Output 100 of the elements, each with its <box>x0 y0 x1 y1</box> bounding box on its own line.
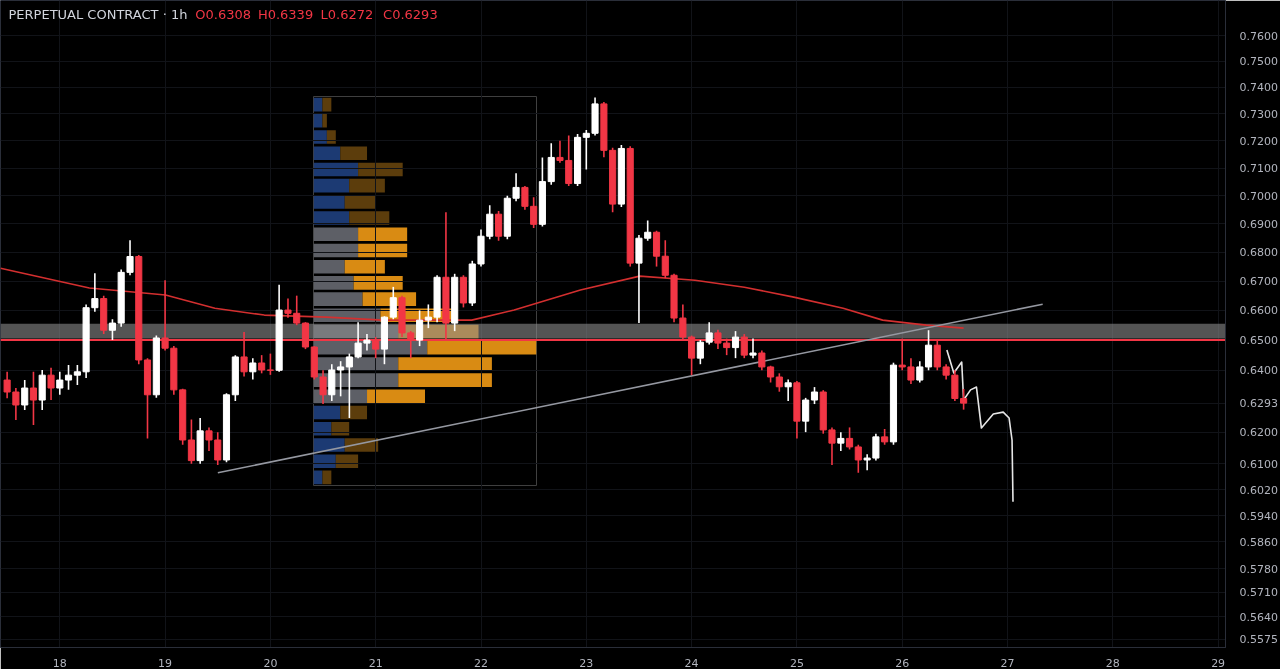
line-series <box>0 267 965 329</box>
candlestick <box>802 397 810 433</box>
bar <box>313 292 363 306</box>
x-tick-label: 29 <box>1211 656 1226 669</box>
y-tick-label: 0.5860 <box>1239 535 1278 549</box>
candlestick <box>424 303 432 329</box>
y-tick-label: 0.7600 <box>1239 29 1278 43</box>
candlestick <box>29 371 38 426</box>
candlestick <box>872 432 880 462</box>
bar <box>313 114 323 128</box>
bar <box>398 373 492 387</box>
candlestick <box>784 378 792 402</box>
candlestick <box>582 129 590 171</box>
candlestick <box>47 367 55 401</box>
bar <box>349 211 390 225</box>
y-tick-label: 0.6100 <box>1239 457 1278 471</box>
y-tick-label: 0.5575 <box>1239 633 1278 647</box>
y-tick-label: 0.6200 <box>1239 426 1278 440</box>
annotation: C0.6293 <box>383 6 438 22</box>
candlestick <box>21 379 29 411</box>
x-tick-label: 25 <box>789 656 804 669</box>
y-tick-label: 0.7400 <box>1239 81 1278 95</box>
candlestick <box>389 286 397 321</box>
y-tick-label: 0.5940 <box>1239 509 1278 523</box>
bar <box>313 276 354 290</box>
x-tick-label: 28 <box>1105 656 1120 669</box>
bar <box>313 146 341 161</box>
x-tick-label: 19 <box>158 656 173 669</box>
y-tick-label: 0.7300 <box>1239 108 1278 121</box>
bar <box>313 259 345 274</box>
x-tick-label: 26 <box>895 656 910 669</box>
bar <box>331 421 350 436</box>
candlestick <box>530 196 538 229</box>
candlestick <box>64 364 73 391</box>
bar <box>349 178 385 193</box>
y-tick-label: 0.6800 <box>1239 246 1278 260</box>
bar <box>322 97 332 112</box>
candlestick <box>416 309 424 347</box>
candlestick <box>214 431 222 466</box>
x-tick-label: 18 <box>52 656 67 669</box>
y-tick-label: 0.5640 <box>1239 610 1278 624</box>
candlestick <box>187 418 195 465</box>
candlestick <box>284 297 292 319</box>
text: PERPETUAL CONTRACT · 1h <box>8 6 188 22</box>
candlestick <box>56 371 64 396</box>
bar <box>313 130 327 144</box>
y-tick-label: 0.5710 <box>1239 586 1278 600</box>
bar <box>313 438 345 452</box>
y-tick-label: 0.6900 <box>1239 217 1278 231</box>
candlestick <box>705 321 713 346</box>
bar <box>340 146 368 161</box>
y-tick-label: 0.6700 <box>1239 275 1278 289</box>
candlestick <box>319 369 327 405</box>
bar <box>358 227 408 242</box>
y-tick-label: 0.6020 <box>1239 483 1278 497</box>
x-tick-label: 27 <box>1000 656 1015 669</box>
x-tick-label: 24 <box>684 656 699 669</box>
bar <box>313 195 345 209</box>
y-tick-label: 0.6600 <box>1239 304 1278 318</box>
candlestick <box>846 426 854 451</box>
candlestick <box>205 426 213 452</box>
y-tick-label: 0.5780 <box>1239 562 1278 576</box>
candlestick <box>293 294 301 326</box>
line-series <box>946 349 1014 503</box>
y-tick-label: 0.7500 <box>1239 55 1278 69</box>
candlestick <box>512 172 520 203</box>
candlestick <box>521 185 529 211</box>
bar <box>322 470 332 485</box>
y-tick-label: 0.7200 <box>1239 134 1278 148</box>
x-tick-label: 21 <box>368 656 383 669</box>
y-tick-label: 0.7000 <box>1239 189 1278 203</box>
bar <box>313 421 332 436</box>
y-tick-label: 0.6400 <box>1239 364 1278 378</box>
bar <box>313 211 350 225</box>
candlestick <box>731 330 740 359</box>
y-tick-label: 0.6500 <box>1239 334 1278 348</box>
annotation: H0.6339 <box>257 6 314 22</box>
x-tick-label: 20 <box>263 656 278 669</box>
candlestick <box>696 339 704 366</box>
candlestick <box>749 337 757 359</box>
y-tick-label: 0.7100 <box>1239 162 1278 176</box>
y-tick-label: 0.6293 <box>1239 397 1278 411</box>
candlestick <box>258 354 266 375</box>
annotation: O0.6308 <box>195 6 252 22</box>
bar <box>335 454 359 468</box>
candlestick <box>495 210 503 242</box>
bar <box>353 276 403 290</box>
annotation: L0.6272 <box>320 6 374 22</box>
candlestick <box>12 387 20 421</box>
bar <box>344 195 376 209</box>
candlestick <box>3 371 11 399</box>
candlestick <box>907 357 915 385</box>
bar <box>326 130 336 144</box>
candlestick <box>828 426 836 466</box>
bar <box>367 389 425 404</box>
x-tick-label: 22 <box>474 656 488 669</box>
candlestick <box>652 230 661 268</box>
bar <box>313 405 341 420</box>
candlestick <box>854 443 862 474</box>
x-tick-label: 23 <box>579 656 594 669</box>
